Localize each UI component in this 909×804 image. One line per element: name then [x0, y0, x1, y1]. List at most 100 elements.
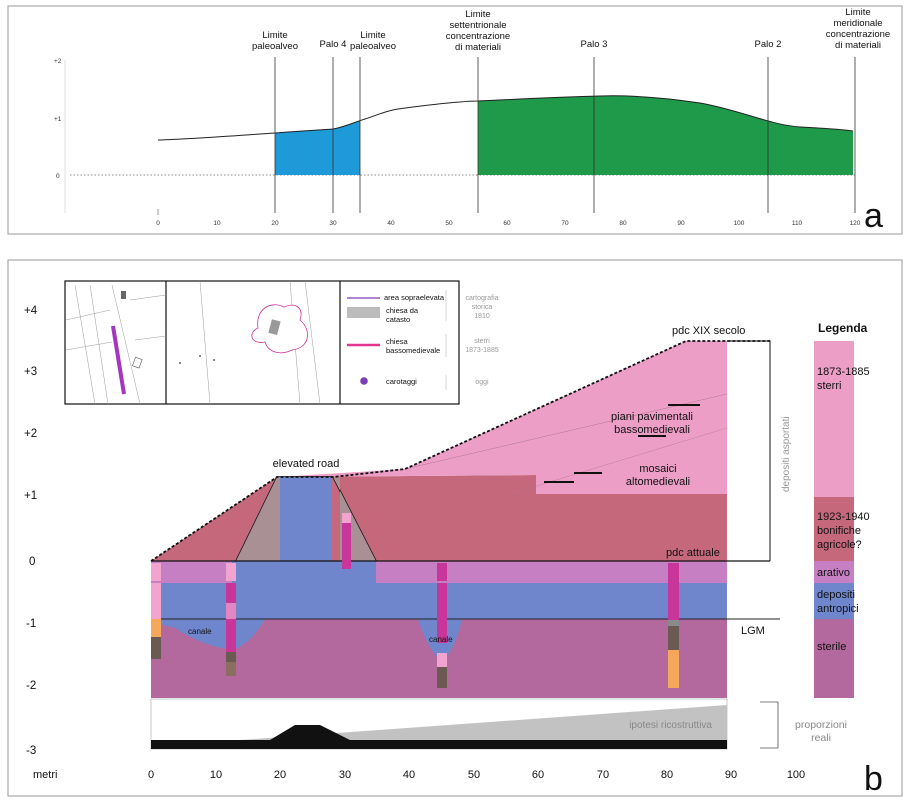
core-3 — [342, 513, 351, 569]
b-xtick-70: 70 — [597, 769, 609, 781]
depositi-bracket — [727, 340, 771, 561]
a-xtick-120: 120 — [850, 220, 861, 227]
a-ytick-p1: +1 — [54, 116, 62, 123]
a-ytick-0: 0 — [56, 173, 60, 180]
legend-title: Legenda — [818, 321, 868, 335]
inset-map: area sopraelevata chiesa da catasto chie… — [64, 280, 499, 405]
inset-area-sopraelevata: area sopraelevata — [384, 293, 445, 302]
b-xtick-50: 50 — [468, 769, 480, 781]
road-base — [232, 561, 380, 583]
a-profile-line — [157, 95, 854, 141]
pdc-xix-profile — [150, 340, 770, 562]
panel-b-letter: b — [864, 760, 883, 798]
inset-building — [121, 291, 126, 299]
a-xtick-40: 40 — [387, 220, 395, 227]
inset-oggi: oggi — [475, 379, 489, 386]
floor-markers — [544, 404, 700, 483]
b-ytick-p4: +4 — [24, 305, 38, 317]
a-label-meridionale-l2: meridionale — [833, 18, 882, 29]
a-xtick-50: 50 — [445, 220, 453, 227]
a-label-palo-4: Palo 4 — [320, 39, 347, 50]
a-xtick-10: 10 — [213, 220, 221, 227]
a-label-palo-2: Palo 2 — [755, 39, 782, 50]
b-ytick-p2: +2 — [24, 428, 37, 440]
inset-cartografia-2: storica — [472, 304, 493, 311]
label-canale-2: canale — [429, 635, 453, 644]
label-piani-2: bassomedievali — [614, 424, 690, 436]
a-green-area — [478, 95, 853, 175]
b-ytick-m3: -3 — [26, 745, 36, 757]
a-xtick-80: 80 — [619, 220, 627, 227]
a-label-paleoalveo-1-l2: paleoalveo — [252, 41, 298, 52]
inset-carotaggi: carotaggi — [386, 377, 417, 386]
a-xtick-90: 90 — [677, 220, 685, 227]
a-xtick-100: 100 — [734, 220, 745, 227]
legend-label-arativo: arativo — [817, 567, 850, 579]
inset-sterri-2: 1873-1885 — [465, 347, 499, 354]
a-xtick-70: 70 — [561, 220, 569, 227]
b-ytick-m2: -2 — [26, 680, 36, 692]
a-ytick-p2: +2 — [54, 58, 62, 65]
layer-sterri — [277, 341, 727, 494]
legend-label-sterile: sterile — [817, 641, 846, 653]
label-elevated-road: elevated road — [273, 458, 340, 470]
panel-a: +2 +1 0 Limite paleoalveo Palo 4 Limite … — [7, 5, 903, 235]
label-mosaici-1: mosaici — [639, 463, 676, 475]
legend-label-depositi-2: antropici — [817, 603, 859, 615]
inset-area-outline — [251, 304, 308, 354]
legend: Legenda 1873-1885 sterri 1923-1940 bonif… — [814, 321, 870, 698]
label-mosaici-2: altomedievali — [626, 476, 690, 488]
inset-cartografia-1: cartografia — [465, 295, 498, 302]
inset-purple-road — [111, 325, 126, 395]
legend-label-bonifiche-1: 1923-1940 — [817, 511, 870, 523]
label-ipotesi: ipotesi ricostruttiva — [629, 720, 712, 731]
b-xtick-60: 60 — [532, 769, 544, 781]
label-canale-1: canale — [188, 627, 212, 636]
a-label-paleoalveo-2-l2: paleoalveo — [350, 41, 396, 52]
core-1 — [151, 563, 161, 659]
legend-label-bonifiche-2: bonifiche — [817, 525, 861, 537]
inset-cartografia-3: 1810 — [474, 313, 490, 320]
legend-label-sterri-1: 1873-1885 — [817, 366, 870, 378]
b-xtick-90: 90 — [725, 769, 737, 781]
a-label-meridionale-l4: di materiali — [835, 40, 881, 51]
a-label-meridionale-l1: Limite — [845, 7, 870, 18]
panel-a-letter: a — [864, 197, 883, 235]
label-pdc-xix: pdc XIX secolo — [672, 325, 745, 337]
b-ytick-0: 0 — [29, 556, 35, 568]
b-ytick-p1: +1 — [24, 490, 37, 502]
a-label-meridionale-l3: concentrazione — [826, 29, 890, 40]
a-label-palo-3: Palo 3 — [581, 39, 608, 50]
a-label-settentrionale-l2: settentrionale — [449, 20, 506, 31]
a-xtick-30: 30 — [329, 220, 337, 227]
b-xtick-100: 100 — [787, 769, 805, 781]
b-ytick-m1: -1 — [26, 618, 36, 630]
a-label-paleoalveo-2-l1: Limite — [360, 30, 385, 41]
b-x-label: metri — [33, 769, 57, 781]
a-label-settentrionale-l1: Limite — [465, 9, 490, 20]
legend-label-bonifiche-3: agricole? — [817, 539, 862, 551]
b-ytick-p3: +3 — [24, 366, 37, 378]
label-piani-1: piani pavimentali — [611, 411, 693, 423]
a-label-settentrionale-l4: di materiali — [455, 42, 501, 53]
b-xtick-80: 80 — [661, 769, 673, 781]
a-label-paleoalveo-1-l1: Limite — [262, 30, 287, 41]
label-depositi-asportati: depositi asportati — [781, 416, 792, 492]
a-xtick-20: 20 — [271, 220, 279, 227]
label-pdc-attuale: pdc attuale — [666, 547, 720, 559]
a-xtick-110: 110 — [792, 220, 803, 227]
core-4 — [437, 563, 447, 688]
core-2 — [226, 563, 236, 676]
b-xtick-20: 20 — [274, 769, 286, 781]
road-side-left — [236, 477, 282, 561]
b-xtick-10: 10 — [210, 769, 222, 781]
a-xtick-0: 0 — [156, 220, 160, 227]
inset-chiesa-catasto-1: chiesa da — [386, 306, 419, 315]
a-blue-area — [275, 121, 360, 175]
core-5 — [668, 563, 679, 688]
inset-sterri-1: sterri — [474, 338, 490, 345]
inset-chiesa-basso-2: bassomedievale — [386, 346, 440, 355]
sterri-inner-line — [404, 393, 728, 470]
label-lgm: LGM — [741, 625, 765, 637]
label-proporzioni-2: reali — [811, 732, 831, 744]
